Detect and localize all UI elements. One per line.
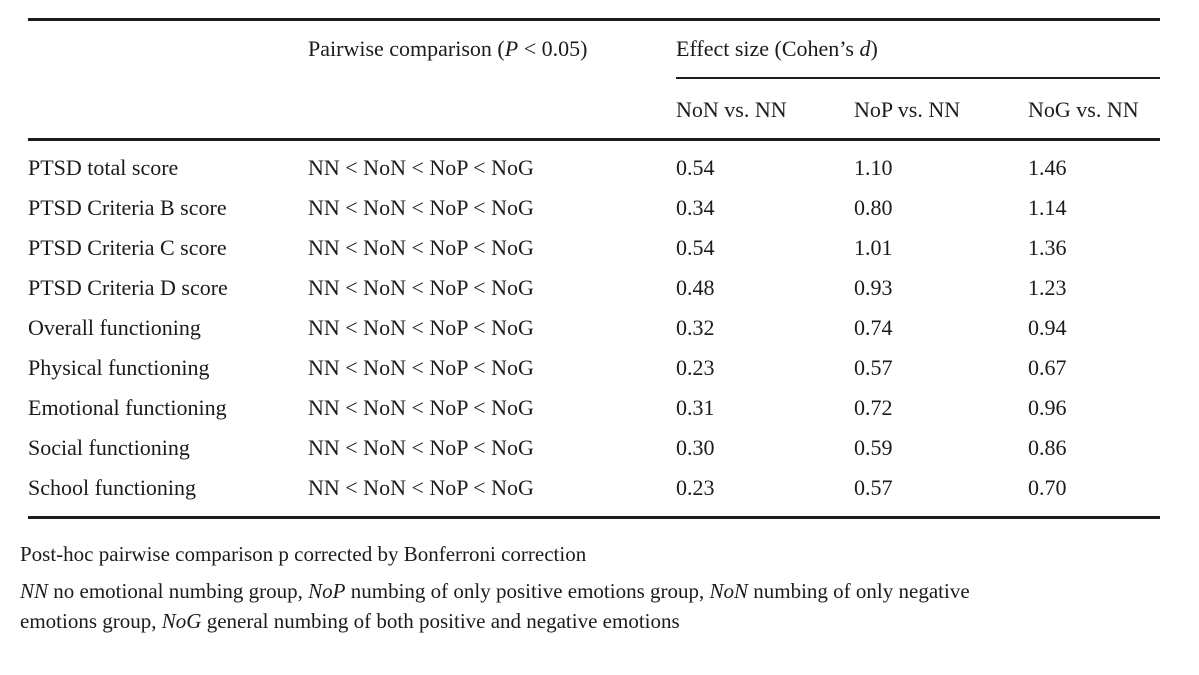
row-label: Emotional functioning	[28, 395, 227, 420]
pairwise-cell: NN < NoN < NoP < NoG	[308, 435, 534, 460]
def-non-part1: numbing of only negative	[748, 579, 970, 603]
table-subheader-row: NoN vs. NN NoP vs. NN NoG vs. NN	[28, 79, 1160, 141]
def-nog: general numbing of both positive and neg…	[201, 609, 680, 633]
pairwise-header-p-stat: P	[504, 36, 519, 61]
effect-nop-cell: 0.93	[854, 275, 893, 300]
table-row: PTSD Criteria B score NN < NoN < NoP < N…	[28, 188, 1160, 228]
row-label: Overall functioning	[28, 315, 201, 340]
effect-nog-cell: 0.94	[1028, 315, 1067, 340]
effect-nog-cell: 1.14	[1028, 195, 1067, 220]
def-non-part2: emotions group,	[20, 609, 162, 633]
pairwise-cell: NN < NoN < NoP < NoG	[308, 395, 534, 420]
subheader-spacer-1	[28, 79, 308, 138]
table-body: PTSD total score NN < NoN < NoP < NoG 0.…	[28, 141, 1160, 519]
subcol-nog-vs-nn: NoG vs. NN	[1028, 97, 1139, 122]
effect-nog-cell: 0.67	[1028, 355, 1067, 380]
effect-nop-cell: 0.74	[854, 315, 893, 340]
effect-header-suffix: )	[870, 36, 878, 61]
row-label: PTSD total score	[28, 155, 179, 180]
table-footnotes: Post-hoc pairwise comparison p corrected…	[20, 541, 1165, 636]
effect-nog-cell: 0.96	[1028, 395, 1067, 420]
row-label: PTSD Criteria C score	[28, 235, 227, 260]
pairwise-cell: NN < NoN < NoP < NoG	[308, 235, 534, 260]
effect-nop-cell: 1.10	[854, 155, 893, 180]
footnote-definitions: NN no emotional numbing group, NoP numbi…	[20, 576, 1165, 636]
table-row: Emotional functioning NN < NoN < NoP < N…	[28, 388, 1160, 428]
pairwise-header-prefix: Pairwise comparison (	[308, 36, 505, 61]
effect-nop-cell: 0.59	[854, 435, 893, 460]
effect-non-cell: 0.23	[676, 355, 715, 380]
pairwise-header-suffix: < 0.05)	[518, 36, 588, 61]
footnote-bonferroni: Post-hoc pairwise comparison p corrected…	[20, 542, 587, 566]
table-row: PTSD Criteria C score NN < NoN < NoP < N…	[28, 228, 1160, 268]
effect-nop-cell: 0.72	[854, 395, 893, 420]
effect-nop-cell: 1.01	[854, 235, 893, 260]
abbr-nn: NN	[20, 579, 49, 603]
row-label: PTSD Criteria D score	[28, 275, 228, 300]
abbr-nog: NoG	[161, 609, 202, 633]
subcol-nop-vs-nn: NoP vs. NN	[854, 97, 961, 122]
effect-non-cell: 0.32	[676, 315, 715, 340]
table-row: Overall functioning NN < NoN < NoP < NoG…	[28, 308, 1160, 348]
table-row: PTSD Criteria D score NN < NoN < NoP < N…	[28, 268, 1160, 308]
pairwise-cell: NN < NoN < NoP < NoG	[308, 475, 534, 500]
effect-nop-cell: 0.57	[854, 355, 893, 380]
header-effect-size-group: Effect size (Cohen’s d)	[676, 21, 1160, 79]
effect-header-prefix: Effect size (Cohen’s	[676, 36, 860, 61]
pairwise-cell: NN < NoN < NoP < NoG	[308, 155, 534, 180]
effect-non-cell: 0.54	[676, 235, 715, 260]
subcol-non-vs-nn: NoN vs. NN	[676, 97, 787, 122]
header-spacer	[28, 21, 308, 79]
row-label: Physical functioning	[28, 355, 210, 380]
effect-nop-cell: 0.80	[854, 195, 893, 220]
header-pairwise-comparison: Pairwise comparison (P < 0.05)	[308, 21, 676, 79]
row-label: Social functioning	[28, 435, 190, 460]
effect-nog-cell: 0.86	[1028, 435, 1067, 460]
subheader-spacer-2	[308, 79, 676, 138]
effect-non-cell: 0.34	[676, 195, 715, 220]
def-nn: no emotional numbing group,	[48, 579, 309, 603]
effect-nog-cell: 1.36	[1028, 235, 1067, 260]
pairwise-cell: NN < NoN < NoP < NoG	[308, 195, 534, 220]
abbr-non: NoN	[709, 579, 749, 603]
table-row: Social functioning NN < NoN < NoP < NoG …	[28, 428, 1160, 468]
pairwise-cell: NN < NoN < NoP < NoG	[308, 275, 534, 300]
table-row: Physical functioning NN < NoN < NoP < No…	[28, 348, 1160, 388]
effect-non-cell: 0.54	[676, 155, 715, 180]
def-nop: numbing of only positive emotions group,	[345, 579, 710, 603]
effect-non-cell: 0.23	[676, 475, 715, 500]
effect-nog-cell: 1.46	[1028, 155, 1067, 180]
table-row: PTSD total score NN < NoN < NoP < NoG 0.…	[28, 148, 1160, 188]
effect-non-cell: 0.31	[676, 395, 715, 420]
effect-nop-cell: 0.57	[854, 475, 893, 500]
effect-nog-cell: 0.70	[1028, 475, 1067, 500]
comparison-table: Pairwise comparison (P < 0.05) Effect si…	[28, 18, 1160, 519]
table-row: School functioning NN < NoN < NoP < NoG …	[28, 468, 1160, 508]
pairwise-cell: NN < NoN < NoP < NoG	[308, 355, 534, 380]
row-label: PTSD Criteria B score	[28, 195, 227, 220]
table-header-group-row: Pairwise comparison (P < 0.05) Effect si…	[28, 21, 1160, 79]
pairwise-cell: NN < NoN < NoP < NoG	[308, 315, 534, 340]
abbr-nop: NoP	[308, 579, 346, 603]
effect-non-cell: 0.30	[676, 435, 715, 460]
effect-nog-cell: 1.23	[1028, 275, 1067, 300]
effect-non-cell: 0.48	[676, 275, 715, 300]
row-label: School functioning	[28, 475, 197, 500]
effect-header-d-stat: d	[859, 36, 871, 61]
